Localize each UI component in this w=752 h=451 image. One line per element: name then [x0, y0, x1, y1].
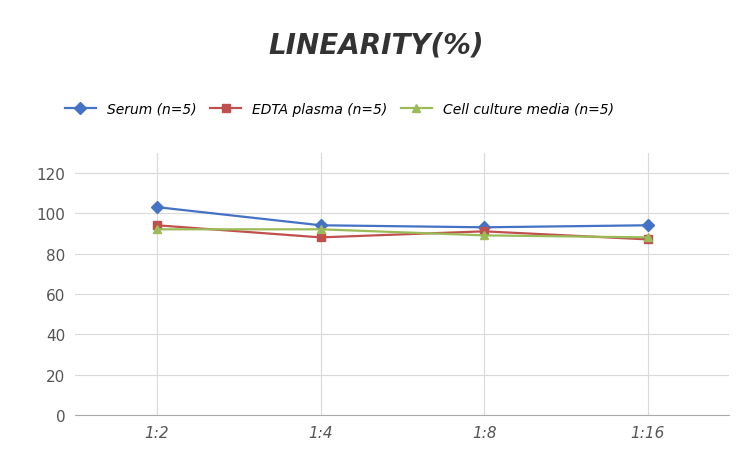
- Cell culture media (n=5): [316, 227, 325, 233]
- EDTA plasma (n=5): [153, 223, 162, 229]
- Serum (n=5): [316, 223, 325, 229]
- EDTA plasma (n=5): [643, 237, 652, 243]
- Cell culture media (n=5): [480, 233, 489, 239]
- Line: EDTA plasma (n=5): EDTA plasma (n=5): [153, 221, 652, 244]
- Cell culture media (n=5): [643, 235, 652, 240]
- Line: Serum (n=5): Serum (n=5): [153, 203, 652, 232]
- Line: Cell culture media (n=5): Cell culture media (n=5): [153, 226, 652, 242]
- Cell culture media (n=5): [153, 227, 162, 233]
- Text: LINEARITY(%): LINEARITY(%): [268, 32, 484, 60]
- EDTA plasma (n=5): [316, 235, 325, 240]
- Serum (n=5): [643, 223, 652, 229]
- Serum (n=5): [480, 225, 489, 230]
- EDTA plasma (n=5): [480, 229, 489, 235]
- Serum (n=5): [153, 205, 162, 210]
- Legend: Serum (n=5), EDTA plasma (n=5), Cell culture media (n=5): Serum (n=5), EDTA plasma (n=5), Cell cul…: [59, 97, 620, 122]
